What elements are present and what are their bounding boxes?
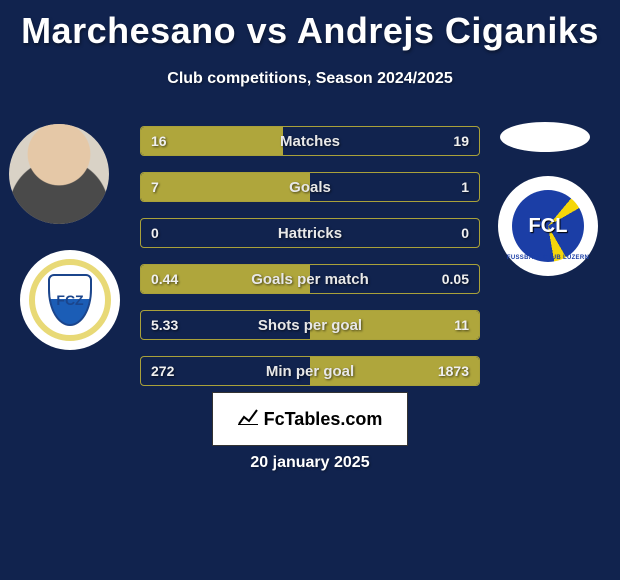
stat-bar: Goals71 xyxy=(140,172,480,202)
stat-bar: Hattricks0 0 xyxy=(140,218,480,248)
watermark: FcTables.com xyxy=(212,392,408,446)
subtitle: Club competitions, Season 2024/2025 xyxy=(0,70,620,88)
stats-bars: Matches1619 Goals71 Hattricks0 0 Goals per m… xyxy=(0,126,620,406)
stat-bar: Goals per match0.440.05 xyxy=(140,264,480,294)
bar-fill-left xyxy=(141,173,310,201)
watermark-text: FcTables.com xyxy=(264,409,383,430)
bar-label: Hattricks xyxy=(141,219,479,247)
stat-bar: Shots per goal5.3311 xyxy=(140,310,480,340)
bar-fill-left xyxy=(141,265,310,293)
bar-value-right: 0.05 xyxy=(442,265,469,293)
bar-fill-right xyxy=(310,311,479,339)
bar-value-right: 0 xyxy=(461,219,469,247)
bar-value-left: 272 xyxy=(151,357,174,385)
bar-value-right: 19 xyxy=(453,127,469,155)
bar-value-right: 1 xyxy=(461,173,469,201)
bar-fill-right xyxy=(310,357,479,385)
stat-bar: Min per goal2721873 xyxy=(140,356,480,386)
page-title: Marchesano vs Andrejs Ciganiks xyxy=(0,0,620,52)
stat-bar: Matches1619 xyxy=(140,126,480,156)
bar-fill-left xyxy=(141,127,283,155)
bar-value-left: 5.33 xyxy=(151,311,178,339)
date-label: 20 january 2025 xyxy=(0,454,620,472)
bar-value-left: 0 xyxy=(151,219,159,247)
chart-icon xyxy=(238,409,258,430)
